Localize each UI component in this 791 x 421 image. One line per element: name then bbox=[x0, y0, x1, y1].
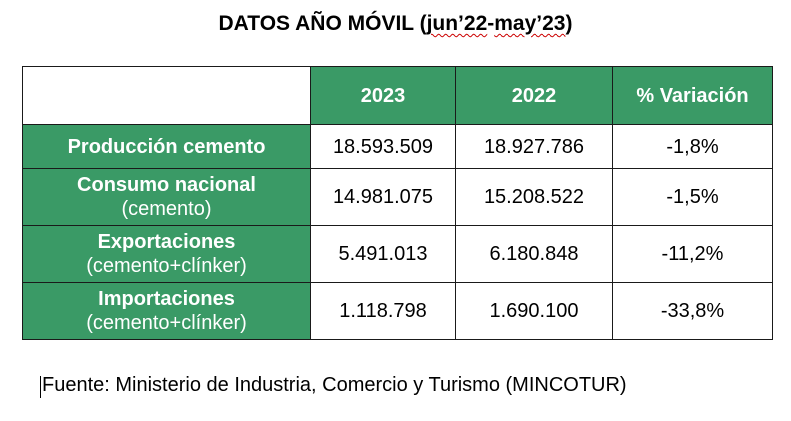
row-label: Importaciones (cemento+clínker) bbox=[22, 282, 311, 340]
cell-variation: -1,5% bbox=[612, 168, 773, 226]
cell-2022: 1.690.100 bbox=[455, 282, 613, 340]
data-table: 2023 2022 % Variación Producción cemento… bbox=[22, 66, 773, 340]
row-label: Exportaciones (cemento+clínker) bbox=[22, 225, 311, 283]
table-header-row: 2023 2022 % Variación bbox=[22, 66, 773, 125]
cell-variation: -1,8% bbox=[612, 124, 773, 169]
row-label-sub: (cemento+clínker) bbox=[86, 255, 247, 277]
cell-2023: 5.491.013 bbox=[310, 225, 456, 283]
row-label-main: Exportaciones bbox=[97, 231, 236, 253]
cell-2023: 18.593.509 bbox=[310, 124, 456, 169]
row-label-main: Producción cemento bbox=[67, 135, 266, 158]
title-prefix: DATOS AÑO MÓVIL ( bbox=[218, 12, 427, 35]
cell-variation: -33,8% bbox=[612, 282, 773, 340]
table-row: Producción cemento 18.593.509 18.927.786… bbox=[22, 124, 773, 169]
table-row: Exportaciones (cemento+clínker) 5.491.013… bbox=[22, 225, 773, 283]
cell-variation: -11,2% bbox=[612, 225, 773, 283]
row-label: Consumo nacional (cemento) bbox=[22, 168, 311, 226]
row-label: Producción cemento bbox=[22, 124, 311, 169]
header-corner bbox=[22, 66, 311, 125]
cell-2022: 6.180.848 bbox=[455, 225, 613, 283]
text-cursor bbox=[40, 376, 41, 398]
cell-2023: 14.981.075 bbox=[310, 168, 456, 226]
source-note: Fuente: Ministerio de Industria, Comerci… bbox=[42, 374, 627, 396]
row-label-main: Consumo nacional bbox=[77, 174, 256, 196]
title-period-end: may’23 bbox=[494, 12, 566, 35]
row-label-sub: (cemento+clínker) bbox=[86, 312, 247, 334]
cell-2023: 1.118.798 bbox=[310, 282, 456, 340]
header-2022: 2022 bbox=[455, 66, 613, 125]
row-label-main: Importaciones bbox=[98, 288, 235, 310]
table-row: Consumo nacional (cemento) 14.981.075 15.… bbox=[22, 168, 773, 226]
title-suffix: ) bbox=[565, 12, 573, 35]
header-variation: % Variación bbox=[612, 66, 773, 125]
row-label-sub: (cemento) bbox=[121, 198, 212, 220]
header-2023: 2023 bbox=[310, 66, 456, 125]
page-title: DATOS AÑO MÓVIL (jun’22-may’23) bbox=[0, 10, 791, 38]
table-row: Importaciones (cemento+clínker) 1.118.798… bbox=[22, 282, 773, 340]
title-dash: - bbox=[487, 12, 495, 35]
title-period-start: jun’22 bbox=[426, 12, 488, 35]
cell-2022: 15.208.522 bbox=[455, 168, 613, 226]
cell-2022: 18.927.786 bbox=[455, 124, 613, 169]
